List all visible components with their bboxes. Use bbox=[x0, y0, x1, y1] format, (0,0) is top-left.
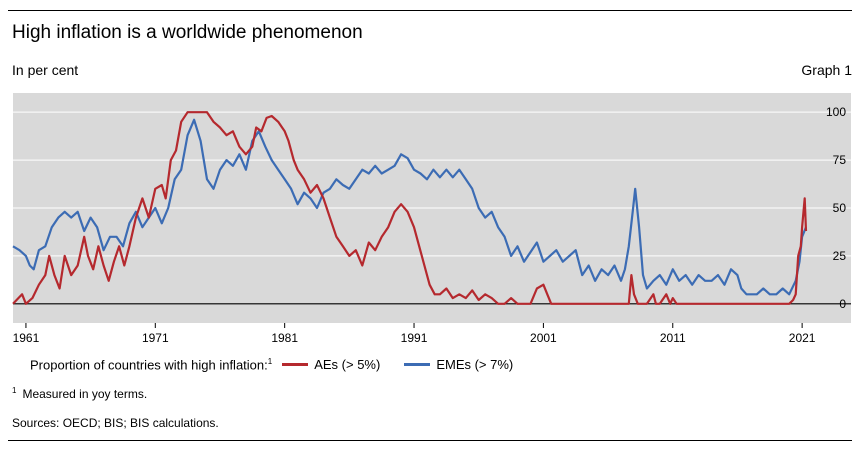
legend-swatch-eme bbox=[404, 363, 431, 367]
legend-swatch-ae bbox=[282, 363, 309, 367]
series-lines bbox=[12, 111, 808, 305]
x-tick-label: 1961 bbox=[13, 331, 40, 345]
top-rule bbox=[8, 10, 852, 11]
series-line-eme bbox=[12, 118, 808, 296]
x-tick-label: 1981 bbox=[271, 331, 298, 345]
y-tick-label: 50 bbox=[833, 201, 847, 215]
legend-item-eme: EMEs (> 7%) bbox=[394, 357, 513, 372]
x-tick-label: 2011 bbox=[660, 331, 686, 345]
chart-title: High inflation is a worldwide phenomenon bbox=[12, 22, 363, 43]
legend-item-ae: AEs (> 5%) bbox=[272, 357, 380, 372]
x-tick-label: 2021 bbox=[789, 331, 816, 345]
legend-prefix-text: Proportion of countries with high inflat… bbox=[30, 357, 268, 373]
line-chart: 100 75 50 25 0 1961 1971 1981 1991 2001 2011 2021 bbox=[12, 93, 851, 345]
x-axis-ticks: 1961 1971 1981 1991 2001 2011 2021 bbox=[13, 323, 816, 345]
y-axis-ticks: 100 75 50 25 0 bbox=[826, 105, 846, 311]
legend-label-ae: AEs (> 5%) bbox=[314, 357, 381, 373]
y-tick-label: 25 bbox=[833, 249, 847, 263]
legend-label-eme: EMEs (> 7%) bbox=[436, 357, 514, 373]
legend-footnote-mark: 1 bbox=[267, 357, 273, 366]
x-tick-label: 1991 bbox=[401, 331, 428, 345]
bottom-rule bbox=[8, 440, 852, 441]
y-tick-label: 100 bbox=[826, 105, 846, 119]
footnote-mark: 1 bbox=[12, 386, 17, 395]
legend: Proportion of countries with high inflat… bbox=[30, 357, 527, 372]
footnote-text: Measured in yoy terms. bbox=[22, 387, 148, 401]
sources-note: Sources: OECD; BIS; BIS calculations. bbox=[12, 416, 219, 430]
y-tick-label: 75 bbox=[833, 153, 847, 167]
y-tick-label: 0 bbox=[839, 297, 846, 311]
graph-number: Graph 1 bbox=[801, 62, 852, 78]
series-line-ae bbox=[12, 111, 808, 305]
legend-prefix: Proportion of countries with high inflat… bbox=[30, 357, 272, 372]
footnote: 1 Measured in yoy terms. bbox=[12, 386, 147, 401]
x-tick-label: 2001 bbox=[530, 331, 557, 345]
chart-subtitle: In per cent bbox=[12, 62, 79, 78]
x-tick-label: 1971 bbox=[142, 331, 169, 345]
